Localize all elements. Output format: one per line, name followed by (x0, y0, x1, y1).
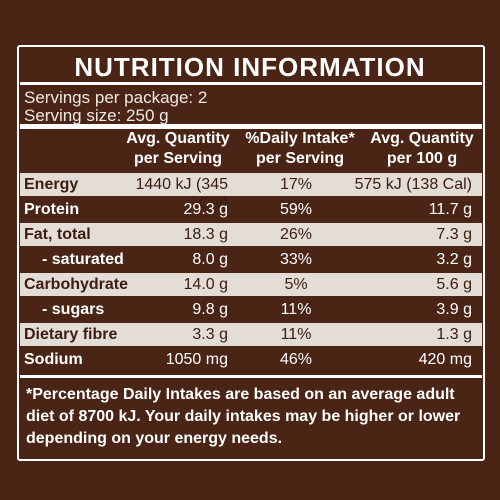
per-serving-value: 3.3 g (192, 326, 228, 343)
daily-intake-value: 33% (279, 251, 313, 268)
column-header-per-100g-line1: Avg. Quantity (370, 130, 474, 147)
column-header-daily-intake-line2: per Serving (255, 150, 345, 167)
daily-intake-value: 5% (284, 276, 308, 293)
column-header-per-serving-line1: Avg. Quantity (126, 130, 230, 147)
footnote-line: *Percentage Daily Intakes are based on a… (26, 386, 455, 403)
daily-intake-value: 11% (280, 326, 312, 343)
nutrient-label: Sodium (24, 351, 83, 368)
table-row-sodium: Sodium 1050 mg 46% 420 mg (20, 348, 482, 371)
nutrient-label: Dietary fibre (24, 326, 118, 343)
per-serving-value: 8.0 g (192, 251, 228, 268)
daily-intake-value: 26% (279, 226, 313, 243)
nutrient-label: - saturated (42, 251, 124, 268)
footnote-line: diet of 8700 kJ. Your daily intakes may … (26, 408, 461, 425)
footnote: *Percentage Daily Intakes are based on a… (26, 384, 480, 450)
per-100g-value: 11.7 g (428, 201, 472, 218)
nutrient-label: Protein (24, 201, 80, 218)
nutrient-label: - sugars (42, 301, 105, 318)
column-header-daily-intake: %Daily Intake* per Serving (238, 129, 362, 169)
table-row-fat-total: Fat, total 18.3 g 26% 7.3 g (20, 223, 482, 246)
nutrient-label: Energy (24, 176, 79, 193)
nutrient-label: Fat, total (24, 226, 91, 243)
nutrient-label: Carbohydrate (24, 276, 129, 293)
per-100g-value: 3.9 g (436, 301, 472, 318)
nutrition-panel (17, 45, 485, 461)
per-serving-value: 9.8 g (192, 301, 228, 318)
per-serving-value: 29.3 g (183, 201, 228, 218)
column-header-per-100g-line2: per 100 g (386, 150, 458, 167)
per-serving-value: 18.3 g (183, 226, 228, 243)
footnote-divider (20, 375, 482, 378)
daily-intake-value: 46% (279, 351, 313, 368)
daily-intake-value: 11% (280, 301, 312, 318)
table-row-carbohydrate: Carbohydrate 14.0 g 5% 5.6 g (20, 273, 482, 296)
table-row-dietary-fibre: Dietary fibre 3.3 g 11% 1.3 g (20, 323, 482, 346)
panel-title: NUTRITION INFORMATION (74, 52, 426, 82)
per-100g-value: 5.6 g (436, 276, 472, 293)
daily-intake-value: 59% (279, 201, 313, 218)
table-row-energy: Energy 1440 kJ (345 Cal) 17% 575 kJ (138… (20, 173, 482, 212)
table-row-saturated: - saturated 8.0 g 33% 3.2 g (20, 248, 482, 271)
table-row-protein: Protein 29.3 g 59% 11.7 g (20, 198, 482, 221)
title-divider (20, 82, 482, 85)
daily-intake-value: 17% (279, 176, 313, 193)
per-100g-value: 420 mg (418, 351, 472, 368)
per-serving-value: 14.0 g (183, 276, 228, 293)
table-row-sugars: - sugars 9.8 g 11% 3.9 g (20, 298, 482, 321)
column-header-per-serving: Avg. Quantity per Serving (118, 129, 238, 169)
column-header-per-100g: Avg. Quantity per 100 g (364, 129, 480, 169)
per-100g-value: 1.3 g (436, 326, 472, 343)
per-serving-value: 1440 kJ (345 Cal) (135, 176, 228, 212)
servings-per-package: Servings per package: 2 (24, 88, 208, 107)
column-header-per-serving-line2: per Serving (133, 150, 223, 167)
serving-size: Serving size: 250 g (24, 106, 169, 125)
per-100g-value: 3.2 g (436, 251, 472, 268)
per-100g-value: 575 kJ (138 Cal) (354, 176, 472, 193)
header-divider (20, 124, 482, 129)
footnote-line: depending on your energy needs. (26, 430, 283, 447)
per-serving-value: 1050 mg (165, 351, 228, 368)
per-100g-value: 7.3 g (436, 226, 472, 243)
column-header-daily-intake-line1: %Daily Intake* (245, 130, 355, 147)
